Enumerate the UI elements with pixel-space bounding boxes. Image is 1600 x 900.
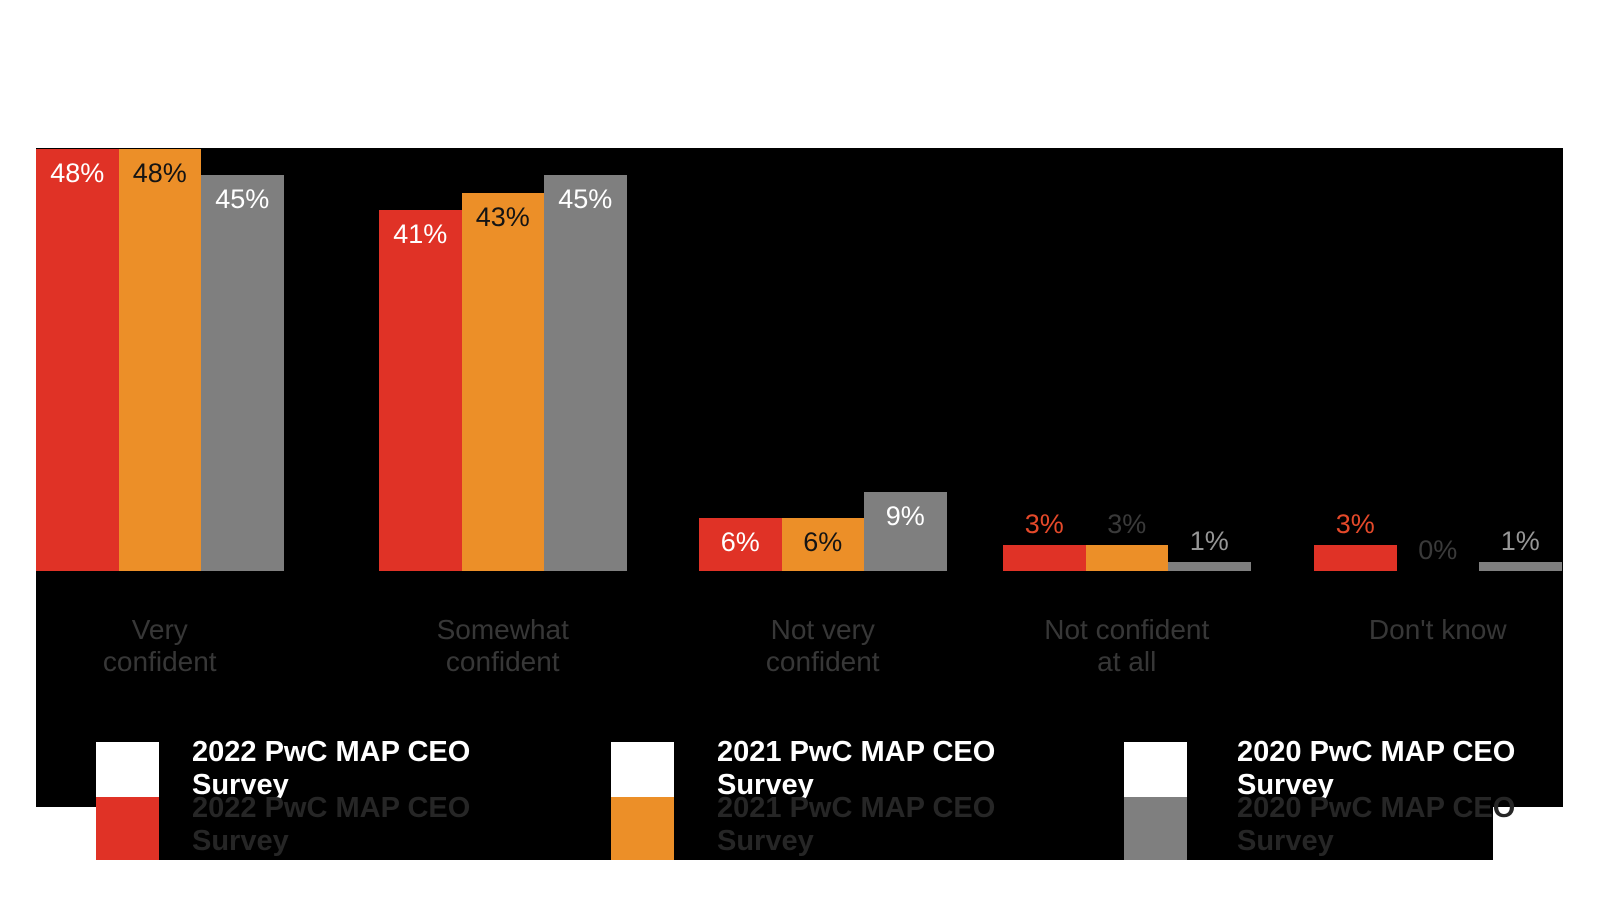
legend-label-row2: 2020 PwC MAP CEO Survey <box>1237 792 1515 858</box>
plot-area <box>36 148 1563 807</box>
legend-label-line: Survey <box>1237 769 1334 801</box>
legend-label-line: Survey <box>192 825 289 857</box>
bar-value-label: 6% <box>803 527 843 558</box>
category-label-line: Not very <box>770 614 875 645</box>
legend-label-line: Survey <box>1237 825 1334 857</box>
bar <box>1003 544 1086 571</box>
bar <box>1314 544 1397 571</box>
category-label-line: Not confident <box>1044 614 1210 645</box>
category-label: Don't know <box>1278 614 1598 646</box>
legend-label-line: 2022 PwC MAP CEO <box>192 736 471 768</box>
bar <box>1479 562 1562 571</box>
category-label-line: Somewhat <box>436 614 569 645</box>
legend-swatch-white <box>96 742 159 797</box>
bar <box>699 518 782 571</box>
bar <box>379 210 462 571</box>
category-label-line: confident <box>445 646 560 677</box>
legend-label-line: 2020 PwC MAP CEO <box>1237 792 1516 824</box>
bar <box>118 148 201 571</box>
bar <box>544 175 627 571</box>
legend-label-row1: 2021 PwC MAP CEO Survey <box>717 736 995 802</box>
legend-label-row1: 2022 PwC MAP CEO Survey <box>192 736 470 802</box>
category-label: Very confident <box>0 614 320 678</box>
bar-value-label: 1% <box>1189 526 1229 557</box>
bar <box>36 148 119 571</box>
legend-label-line: 2021 PwC MAP CEO <box>717 736 996 768</box>
category-label-line: at all <box>1097 646 1157 677</box>
bar <box>1168 562 1251 571</box>
legend-label-line: Survey <box>192 769 289 801</box>
legend-swatch-color <box>1124 797 1187 860</box>
legend-label-row2: 2022 PwC MAP CEO Survey <box>192 792 470 858</box>
bar <box>864 491 947 571</box>
bar-value-label: 48% <box>132 157 187 188</box>
bar-value-label: 45% <box>215 184 270 214</box>
category-label: Not confident at all <box>967 614 1287 678</box>
bar-value-label: 45% <box>558 184 613 214</box>
legend-label-row2: 2021 PwC MAP CEO Survey <box>717 792 995 858</box>
legend-label-line: 2022 PwC MAP CEO <box>192 792 471 824</box>
category-label: Somewhat confident <box>343 614 663 678</box>
bar <box>781 518 864 571</box>
bar-value-label: 48% <box>50 157 105 188</box>
legend-swatch-color <box>611 797 674 860</box>
legend-swatch-color <box>96 797 159 860</box>
legend-label-line: Survey <box>717 769 814 801</box>
bar-value-label: 3% <box>1107 508 1147 539</box>
legend-swatch-white <box>611 742 674 797</box>
bar-value-label: 43% <box>475 201 530 232</box>
legend-label-line: 2021 PwC MAP CEO <box>717 792 996 824</box>
bar-value-label: 0% <box>1418 535 1458 565</box>
category-label: Not very confident <box>663 614 983 678</box>
bar-value-label: 6% <box>720 527 760 558</box>
bar-value-label: 41% <box>393 219 448 250</box>
category-label-line: Don't know <box>1368 614 1507 645</box>
category-label-line: Very <box>131 614 188 645</box>
bar <box>201 175 284 571</box>
legend-label-line: 2020 PwC MAP CEO <box>1237 736 1516 768</box>
bar <box>1085 544 1168 571</box>
legend-label-row1: 2020 PwC MAP CEO Survey <box>1237 736 1515 802</box>
legend-swatch-white <box>1124 742 1187 797</box>
category-label-line: confident <box>765 646 880 677</box>
bar-value-label: 3% <box>1335 508 1375 539</box>
bar-value-label: 1% <box>1500 526 1540 557</box>
legend-strip <box>96 807 1493 860</box>
bar <box>461 192 544 571</box>
bar-value-label: 3% <box>1024 508 1064 539</box>
bar-value-label: 9% <box>885 500 925 531</box>
category-label-line: confident <box>102 646 217 677</box>
legend-label-line: Survey <box>717 825 814 857</box>
